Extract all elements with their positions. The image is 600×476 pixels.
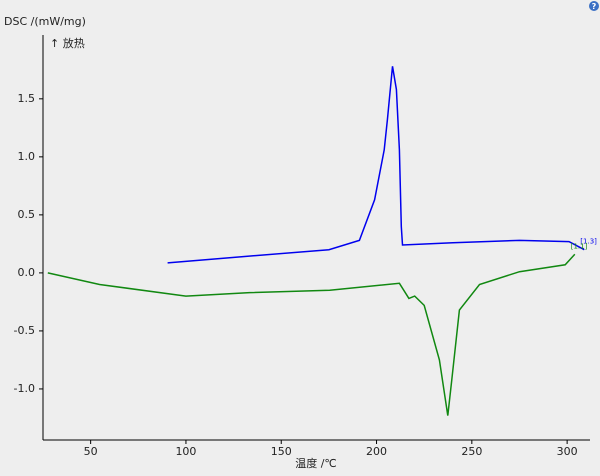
x-tick-label: 100 — [175, 445, 196, 458]
series-label: [1.1] — [571, 242, 588, 250]
y-tick-label: -1.0 — [14, 382, 35, 395]
x-tick-label: 50 — [84, 445, 98, 458]
series-line — [47, 253, 576, 416]
y-tick-label: 0.5 — [18, 208, 36, 221]
x-tick-label: 200 — [366, 445, 387, 458]
help-icon[interactable] — [589, 1, 599, 11]
series-label: [1.3] — [580, 238, 597, 246]
y-tick-label: 0.0 — [18, 266, 36, 279]
x-axis-label: 温度 /℃ — [295, 456, 337, 470]
x-tick-label: 300 — [557, 445, 578, 458]
x-tick-label: 250 — [461, 445, 482, 458]
y-axis-label: DSC /(mW/mg) — [4, 15, 86, 28]
y-axis-note: ↑ 放热 — [50, 36, 85, 50]
y-tick-label: 1.0 — [18, 150, 36, 163]
x-tick-label: 150 — [271, 445, 292, 458]
y-tick-label: -0.5 — [14, 324, 35, 337]
y-tick-label: 1.5 — [18, 92, 36, 105]
help-icon-text[interactable]: ? — [592, 2, 597, 11]
series-line — [167, 66, 585, 264]
